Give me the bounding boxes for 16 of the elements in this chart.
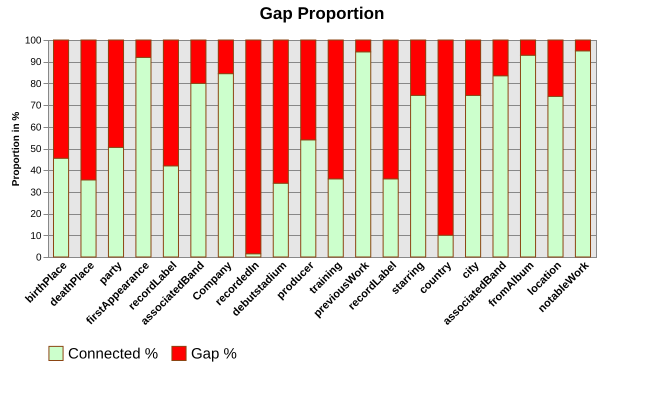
y-tick-label: 10 xyxy=(30,230,42,242)
y-tick-label: 90 xyxy=(30,57,42,68)
y-tick-label: 30 xyxy=(30,187,42,198)
legend-label: Gap % xyxy=(191,345,237,362)
chart-title: Gap Proportion xyxy=(260,4,384,23)
y-tick-label: 80 xyxy=(30,78,42,90)
y-tick-label: 60 xyxy=(30,122,42,134)
y-tick-label: 50 xyxy=(30,144,42,155)
y-axis-title: Proportion in % xyxy=(10,112,22,186)
bar xyxy=(245,40,262,254)
y-tick-label: 0 xyxy=(36,252,42,264)
y-tick-label: 20 xyxy=(30,209,42,220)
y-tick-label: 100 xyxy=(24,36,42,46)
y-tick-label: 70 xyxy=(30,100,42,112)
legend-label: Connected % xyxy=(68,345,158,362)
y-tick-label: 40 xyxy=(30,166,42,177)
